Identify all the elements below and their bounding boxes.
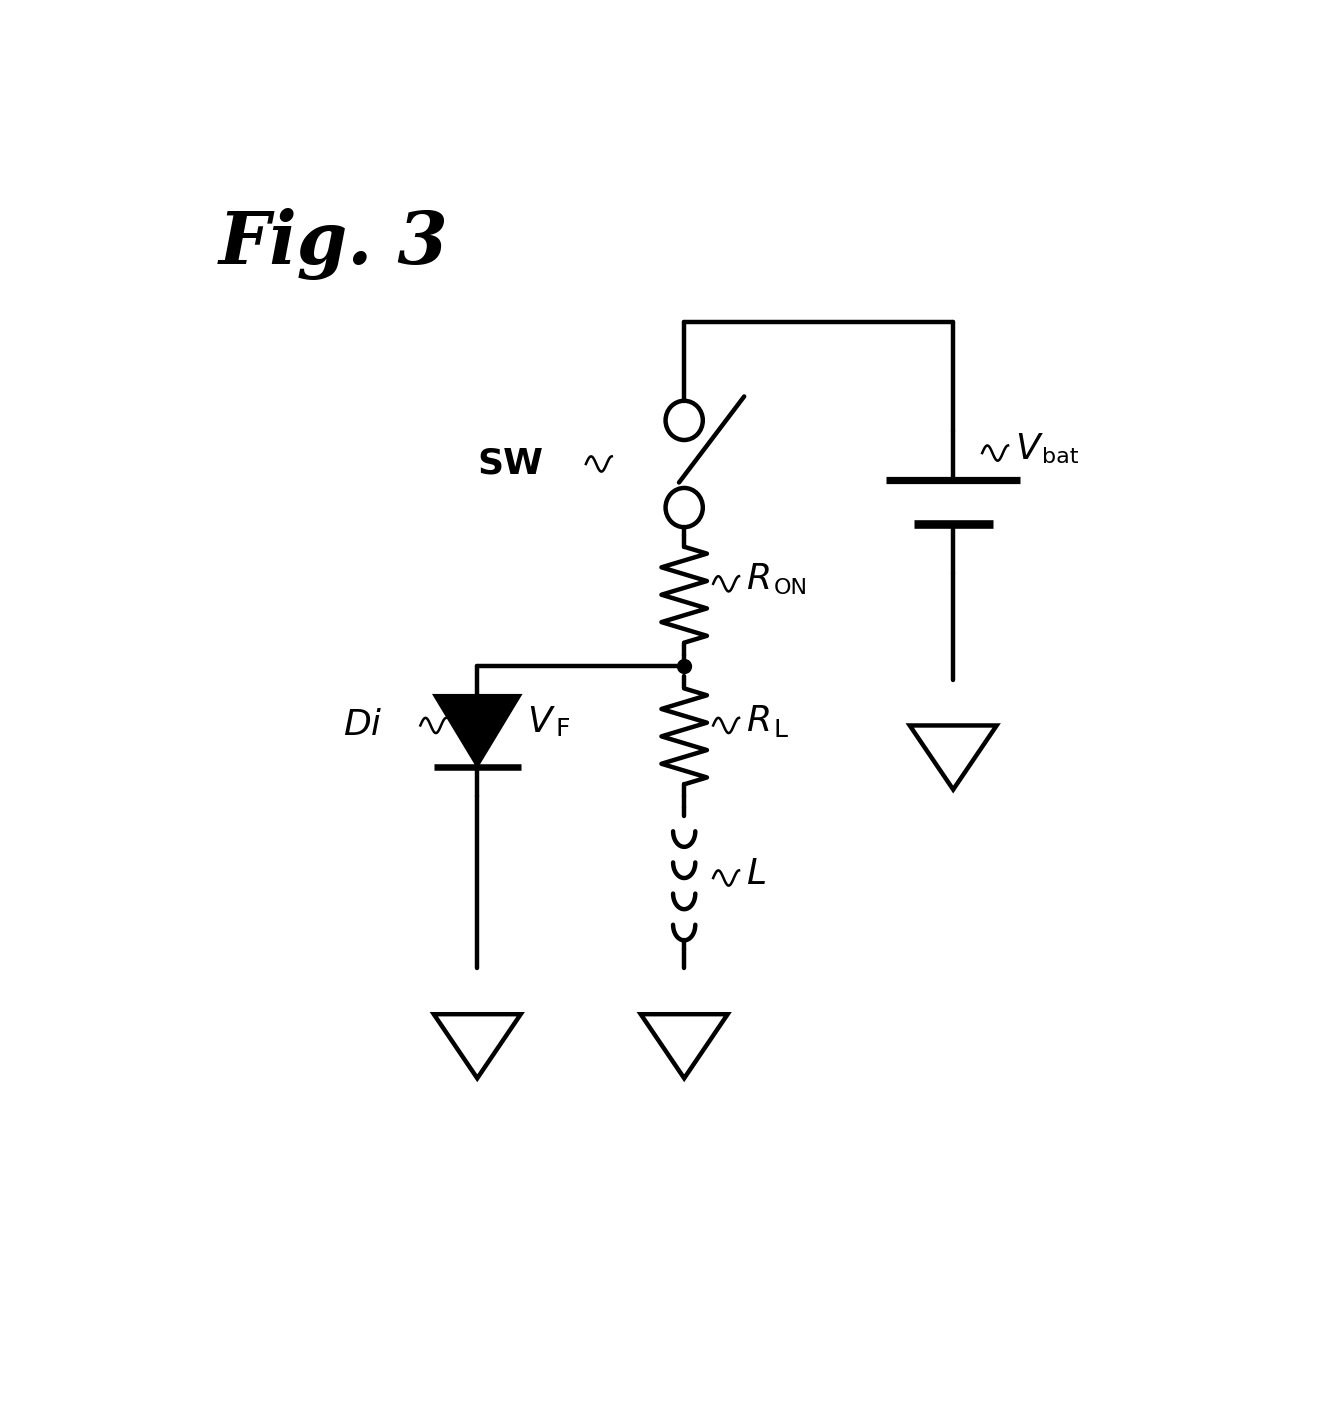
Text: V: V: [527, 705, 551, 739]
Text: L: L: [773, 717, 788, 741]
Polygon shape: [434, 695, 521, 767]
Text: SW: SW: [478, 447, 543, 481]
Text: R: R: [746, 563, 772, 597]
Text: Di: Di: [343, 709, 380, 743]
Text: ON: ON: [774, 579, 808, 599]
Text: bat: bat: [1043, 447, 1079, 467]
Text: V: V: [1016, 432, 1040, 466]
Text: F: F: [555, 717, 570, 740]
Text: L: L: [746, 856, 766, 890]
Text: Fig. 3: Fig. 3: [219, 208, 449, 280]
Text: R: R: [746, 705, 772, 739]
